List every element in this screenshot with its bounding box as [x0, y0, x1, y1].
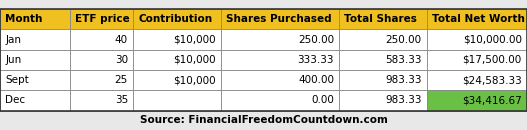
Text: 333.33: 333.33: [297, 55, 334, 65]
Bar: [0, 9, 70, 29]
Bar: [70, 70, 133, 90]
Text: 583.33: 583.33: [385, 55, 422, 65]
Bar: [70, 29, 133, 50]
Text: Jun: Jun: [5, 55, 22, 65]
Bar: [70, 50, 133, 70]
Bar: [70, 9, 133, 29]
Bar: [427, 9, 527, 29]
Text: Total Net Worth: Total Net Worth: [432, 14, 525, 24]
Bar: [133, 29, 221, 50]
Text: 30: 30: [115, 55, 128, 65]
Text: 250.00: 250.00: [298, 35, 334, 44]
Bar: [221, 29, 339, 50]
Text: $10,000: $10,000: [173, 55, 216, 65]
Bar: [339, 29, 427, 50]
Text: Jan: Jan: [5, 35, 21, 44]
Text: 40: 40: [115, 35, 128, 44]
Text: $17,500.00: $17,500.00: [463, 55, 522, 65]
Bar: [427, 90, 527, 110]
Bar: [427, 29, 527, 50]
Text: 25: 25: [115, 75, 128, 85]
Text: Total Shares: Total Shares: [345, 14, 417, 24]
Bar: [133, 70, 221, 90]
Text: 983.33: 983.33: [385, 95, 422, 105]
Bar: [0, 29, 70, 50]
Text: Sept: Sept: [5, 75, 29, 85]
Bar: [221, 90, 339, 110]
Text: 400.00: 400.00: [298, 75, 334, 85]
Text: $10,000: $10,000: [173, 35, 216, 44]
Bar: [0, 50, 70, 70]
Text: Source: FinancialFreedomCountdown.com: Source: FinancialFreedomCountdown.com: [140, 115, 387, 125]
Bar: [339, 9, 427, 29]
Text: 35: 35: [115, 95, 128, 105]
Text: 250.00: 250.00: [386, 35, 422, 44]
Text: ETF price: ETF price: [75, 14, 130, 24]
Text: $24,583.33: $24,583.33: [462, 75, 522, 85]
Text: Month: Month: [5, 14, 43, 24]
Bar: [221, 50, 339, 70]
Bar: [0, 90, 70, 110]
Text: Contribution: Contribution: [139, 14, 213, 24]
Bar: [133, 9, 221, 29]
Bar: [133, 90, 221, 110]
Bar: [339, 90, 427, 110]
Bar: [0, 9, 527, 110]
Bar: [427, 70, 527, 90]
Bar: [427, 50, 527, 70]
Bar: [70, 90, 133, 110]
Text: Dec: Dec: [5, 95, 25, 105]
Bar: [221, 9, 339, 29]
Bar: [339, 70, 427, 90]
Text: $10,000: $10,000: [173, 75, 216, 85]
Text: $34,416.67: $34,416.67: [462, 95, 522, 105]
Bar: [339, 50, 427, 70]
Bar: [0, 70, 70, 90]
Text: 983.33: 983.33: [385, 75, 422, 85]
Bar: [133, 50, 221, 70]
Text: Shares Purchased: Shares Purchased: [227, 14, 332, 24]
Text: 0.00: 0.00: [311, 95, 334, 105]
Text: $10,000.00: $10,000.00: [463, 35, 522, 44]
Bar: [221, 70, 339, 90]
